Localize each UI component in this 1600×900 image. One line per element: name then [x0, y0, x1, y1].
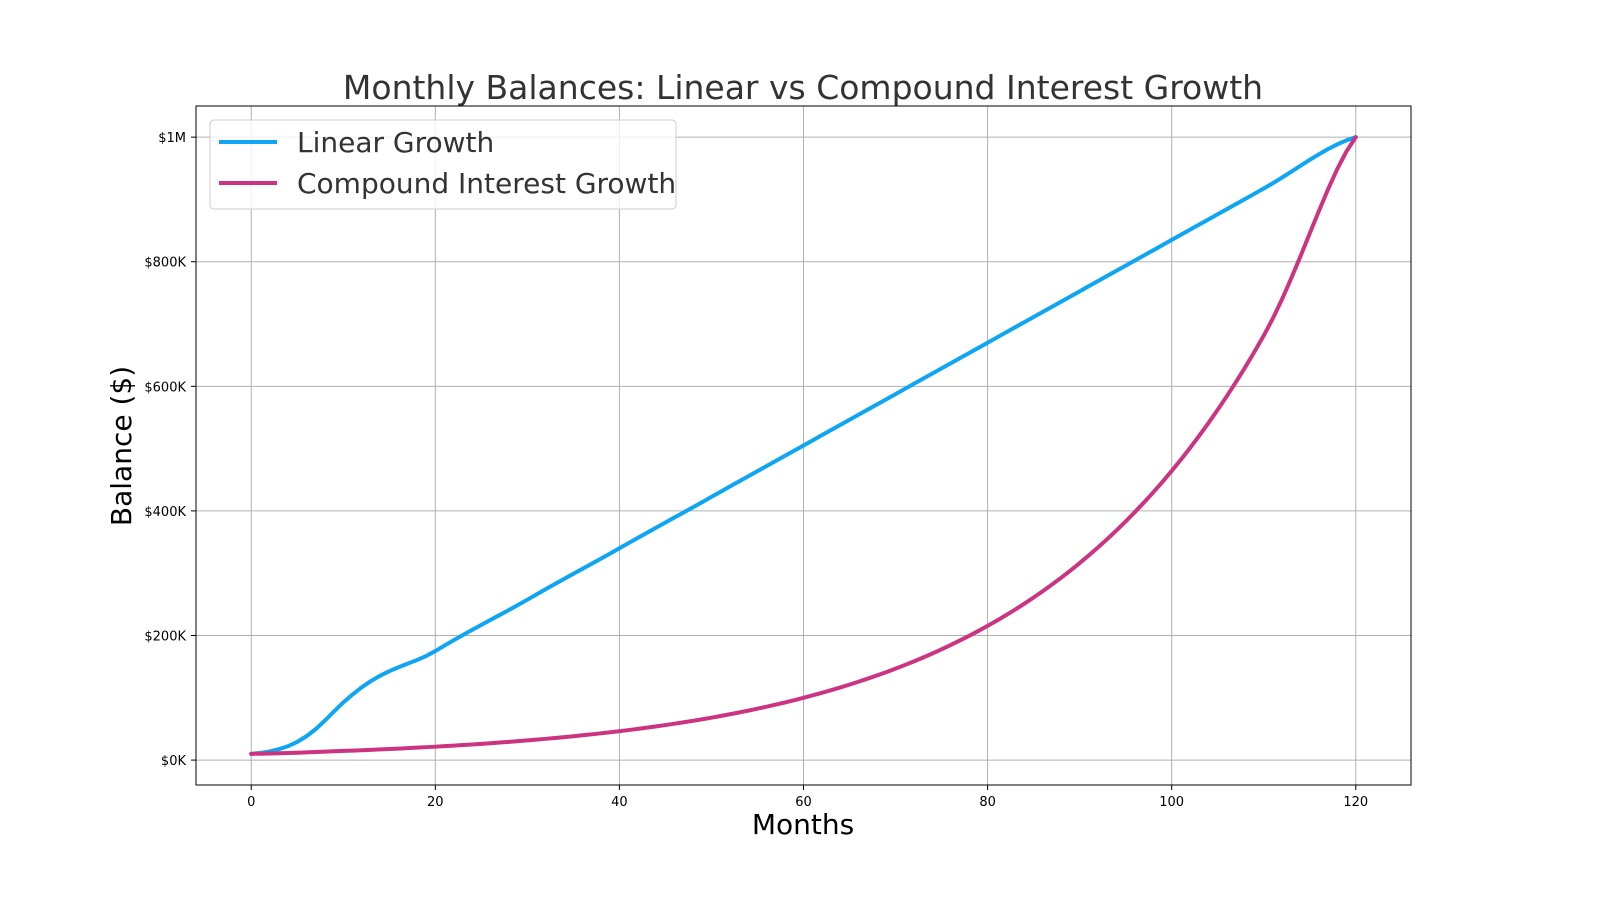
series-line-compound-interest-growth: [249, 135, 1358, 756]
grid: [196, 106, 1411, 785]
x-tick-label: 60: [795, 795, 812, 810]
chart-title: Monthly Balances: Linear vs Compound Int…: [343, 68, 1263, 107]
y-tick-label: $1M: [158, 131, 186, 146]
x-axis-label: Months: [752, 808, 854, 841]
x-tick-label: 20: [427, 795, 444, 810]
x-axis: 0 20 40 60 80 100 120: [247, 785, 1368, 810]
y-axis: $0K $200K $400K $600K $800K $1M: [144, 131, 196, 769]
series-line-linear-growth: [249, 135, 1358, 756]
x-tick-label: 100: [1159, 795, 1184, 810]
y-tick-label: $400K: [144, 505, 186, 520]
y-tick-label: $200K: [144, 629, 186, 644]
x-tick-label: 40: [611, 795, 628, 810]
x-tick-label: 120: [1343, 795, 1368, 810]
legend-label: Compound Interest Growth: [297, 167, 676, 200]
y-tick-label: $600K: [144, 380, 186, 395]
y-tick-label: $0K: [161, 754, 187, 769]
legend-box: [209, 119, 677, 210]
legend: Linear Growth Compound Interest Growth: [209, 119, 677, 210]
series-layer: [249, 135, 1358, 756]
y-axis-label: Balance ($): [105, 366, 138, 526]
y-tick-label: $800K: [144, 256, 186, 271]
legend-label: Linear Growth: [297, 126, 494, 159]
x-tick-label: 80: [979, 795, 996, 810]
x-tick-label: 0: [247, 795, 255, 810]
